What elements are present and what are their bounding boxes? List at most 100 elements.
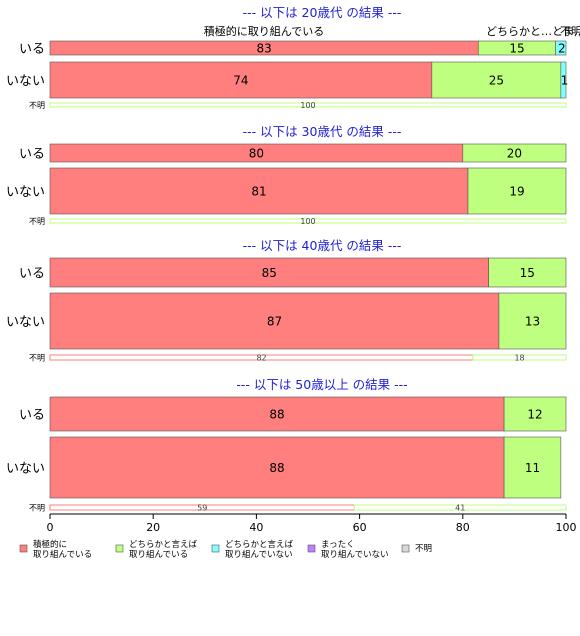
- legend-label: 取り組んでいる: [129, 549, 188, 560]
- row-label: 不明: [29, 101, 45, 110]
- x-tick-label: 0: [47, 521, 54, 534]
- data-label: 20: [507, 147, 522, 161]
- row-label: いる: [19, 147, 45, 162]
- data-label: 81: [251, 185, 266, 199]
- bar-segment: [467, 167, 567, 215]
- bar-row: いない 81 19: [6, 167, 567, 215]
- row-label: 不明: [29, 504, 45, 513]
- bar-segment: [560, 61, 567, 99]
- bar-segment: [555, 40, 567, 56]
- bar-segment: [49, 167, 469, 215]
- bar-segment: [503, 396, 567, 432]
- legend-label: まったく: [321, 540, 355, 550]
- bar-segment: [488, 257, 567, 288]
- legend-item: 不明: [401, 544, 432, 554]
- bar-row: いない 88 11: [6, 436, 562, 499]
- data-label: 82: [256, 354, 266, 363]
- category-header-label: 不明: [560, 25, 580, 38]
- legend-label: どちらかと言えば: [129, 539, 198, 550]
- bar-segment: [49, 218, 567, 224]
- row-label: いる: [19, 42, 45, 57]
- chart-groups: --- 以下は 20歳代 の結果 --- いる 83 15 2 いない 74 25 1 不明 100…: [6, 5, 580, 513]
- data-label: 19: [509, 185, 524, 199]
- bar-segment: [49, 102, 567, 108]
- legend-label: 積極的に: [33, 539, 67, 550]
- group-title: --- 以下は 30歳代 の結果 ---: [243, 124, 402, 139]
- x-tick-label: 100: [556, 521, 577, 534]
- bar-segment: [49, 292, 500, 350]
- bar-row: 不明 100: [29, 101, 567, 110]
- data-label: 88: [269, 461, 284, 475]
- bar-segment: [49, 257, 489, 288]
- x-tick-label: 20: [146, 521, 160, 534]
- data-label: 11: [525, 461, 540, 475]
- row-label: いない: [6, 185, 45, 200]
- data-label: 41: [455, 504, 465, 513]
- row-label: いない: [6, 315, 45, 330]
- legend-label: 不明: [415, 544, 432, 554]
- group-3: --- 以下は 40歳代 の結果 --- いる 85 15 いない 87 13 不明 82 18: [6, 238, 567, 363]
- legend-label: どちらかと言えば: [225, 539, 294, 550]
- data-label: 87: [267, 315, 282, 329]
- bar-row: いる 88 12: [19, 396, 567, 432]
- data-label: 15: [509, 42, 524, 56]
- x-tick-label: 60: [353, 521, 367, 534]
- bar-segment: [462, 143, 567, 163]
- bar-segment: [472, 354, 567, 361]
- data-label: 83: [256, 42, 271, 56]
- x-axis: 0 20 40 60 80 100: [47, 513, 577, 534]
- data-label: 1: [561, 74, 569, 88]
- legend-item: 積極的に取り組んでいる: [19, 539, 92, 560]
- category-header-label: どちらかと…: [486, 25, 552, 38]
- row-label: いる: [19, 267, 45, 282]
- data-label: 59: [197, 504, 207, 513]
- legend-label: 取り組んでいない: [321, 549, 389, 560]
- group-4: --- 以下は 50歳以上 の結果 --- いる 88 12 いない 88 11 不明 59 41: [6, 377, 567, 513]
- data-label: 15: [520, 266, 535, 280]
- row-label: いる: [19, 408, 45, 423]
- bar-row: いる 85 15: [19, 257, 567, 288]
- bar-row: 不明 59 41: [29, 504, 567, 513]
- bar-row: いない 74 25 1: [6, 61, 569, 99]
- group-title: --- 以下は 20歳代 の結果 ---: [243, 5, 402, 20]
- bar-row: いない 87 13: [6, 292, 567, 350]
- group-2: --- 以下は 30歳代 の結果 --- いる 80 20 いない 81 19 不明 100: [6, 124, 567, 226]
- row-label: いない: [6, 462, 45, 477]
- row-label: いない: [6, 74, 45, 89]
- legend-label: 取り組んでいない: [225, 549, 293, 560]
- legend-swatch: [211, 544, 220, 553]
- data-label: 25: [489, 74, 504, 88]
- legend-swatch: [19, 544, 28, 553]
- data-label: 100: [300, 217, 315, 226]
- bar-segment: [353, 504, 567, 511]
- category-header-label: 積極的に取り組んでいる: [204, 24, 324, 38]
- legend-swatch: [307, 544, 316, 553]
- bar-segment: [503, 436, 562, 499]
- bar-row: いる 83 15 2: [19, 40, 567, 57]
- bar-row: 不明 100: [29, 217, 567, 226]
- group-1: --- 以下は 20歳代 の結果 --- いる 83 15 2 いない 74 25 1 不明 100: [6, 5, 568, 110]
- x-tick-label: 80: [456, 521, 470, 534]
- legend-swatch: [115, 544, 124, 553]
- legend-label: 取り組んでいる: [33, 549, 92, 560]
- data-label: 13: [525, 315, 540, 329]
- category-header: 積極的に取り組んでいる どちらかと…とま…不明: [204, 24, 580, 38]
- data-label: 85: [262, 266, 277, 280]
- row-label: 不明: [29, 217, 45, 226]
- data-label: 88: [269, 408, 284, 422]
- group-title: --- 以下は 40歳代 の結果 ---: [243, 238, 402, 253]
- bar-segment: [498, 292, 567, 350]
- bar-segment: [431, 61, 562, 99]
- bar-row: いる 80 20: [19, 143, 567, 163]
- legend-swatch: [401, 544, 410, 553]
- legend: 積極的に取り組んでいるどちらかと言えば取り組んでいるどちらかと言えば取り組んでい…: [19, 539, 432, 560]
- data-label: 74: [233, 74, 248, 88]
- x-tick-label: 40: [249, 521, 263, 534]
- data-label: 80: [249, 147, 264, 161]
- data-label: 2: [558, 42, 566, 56]
- data-label: 12: [527, 408, 542, 422]
